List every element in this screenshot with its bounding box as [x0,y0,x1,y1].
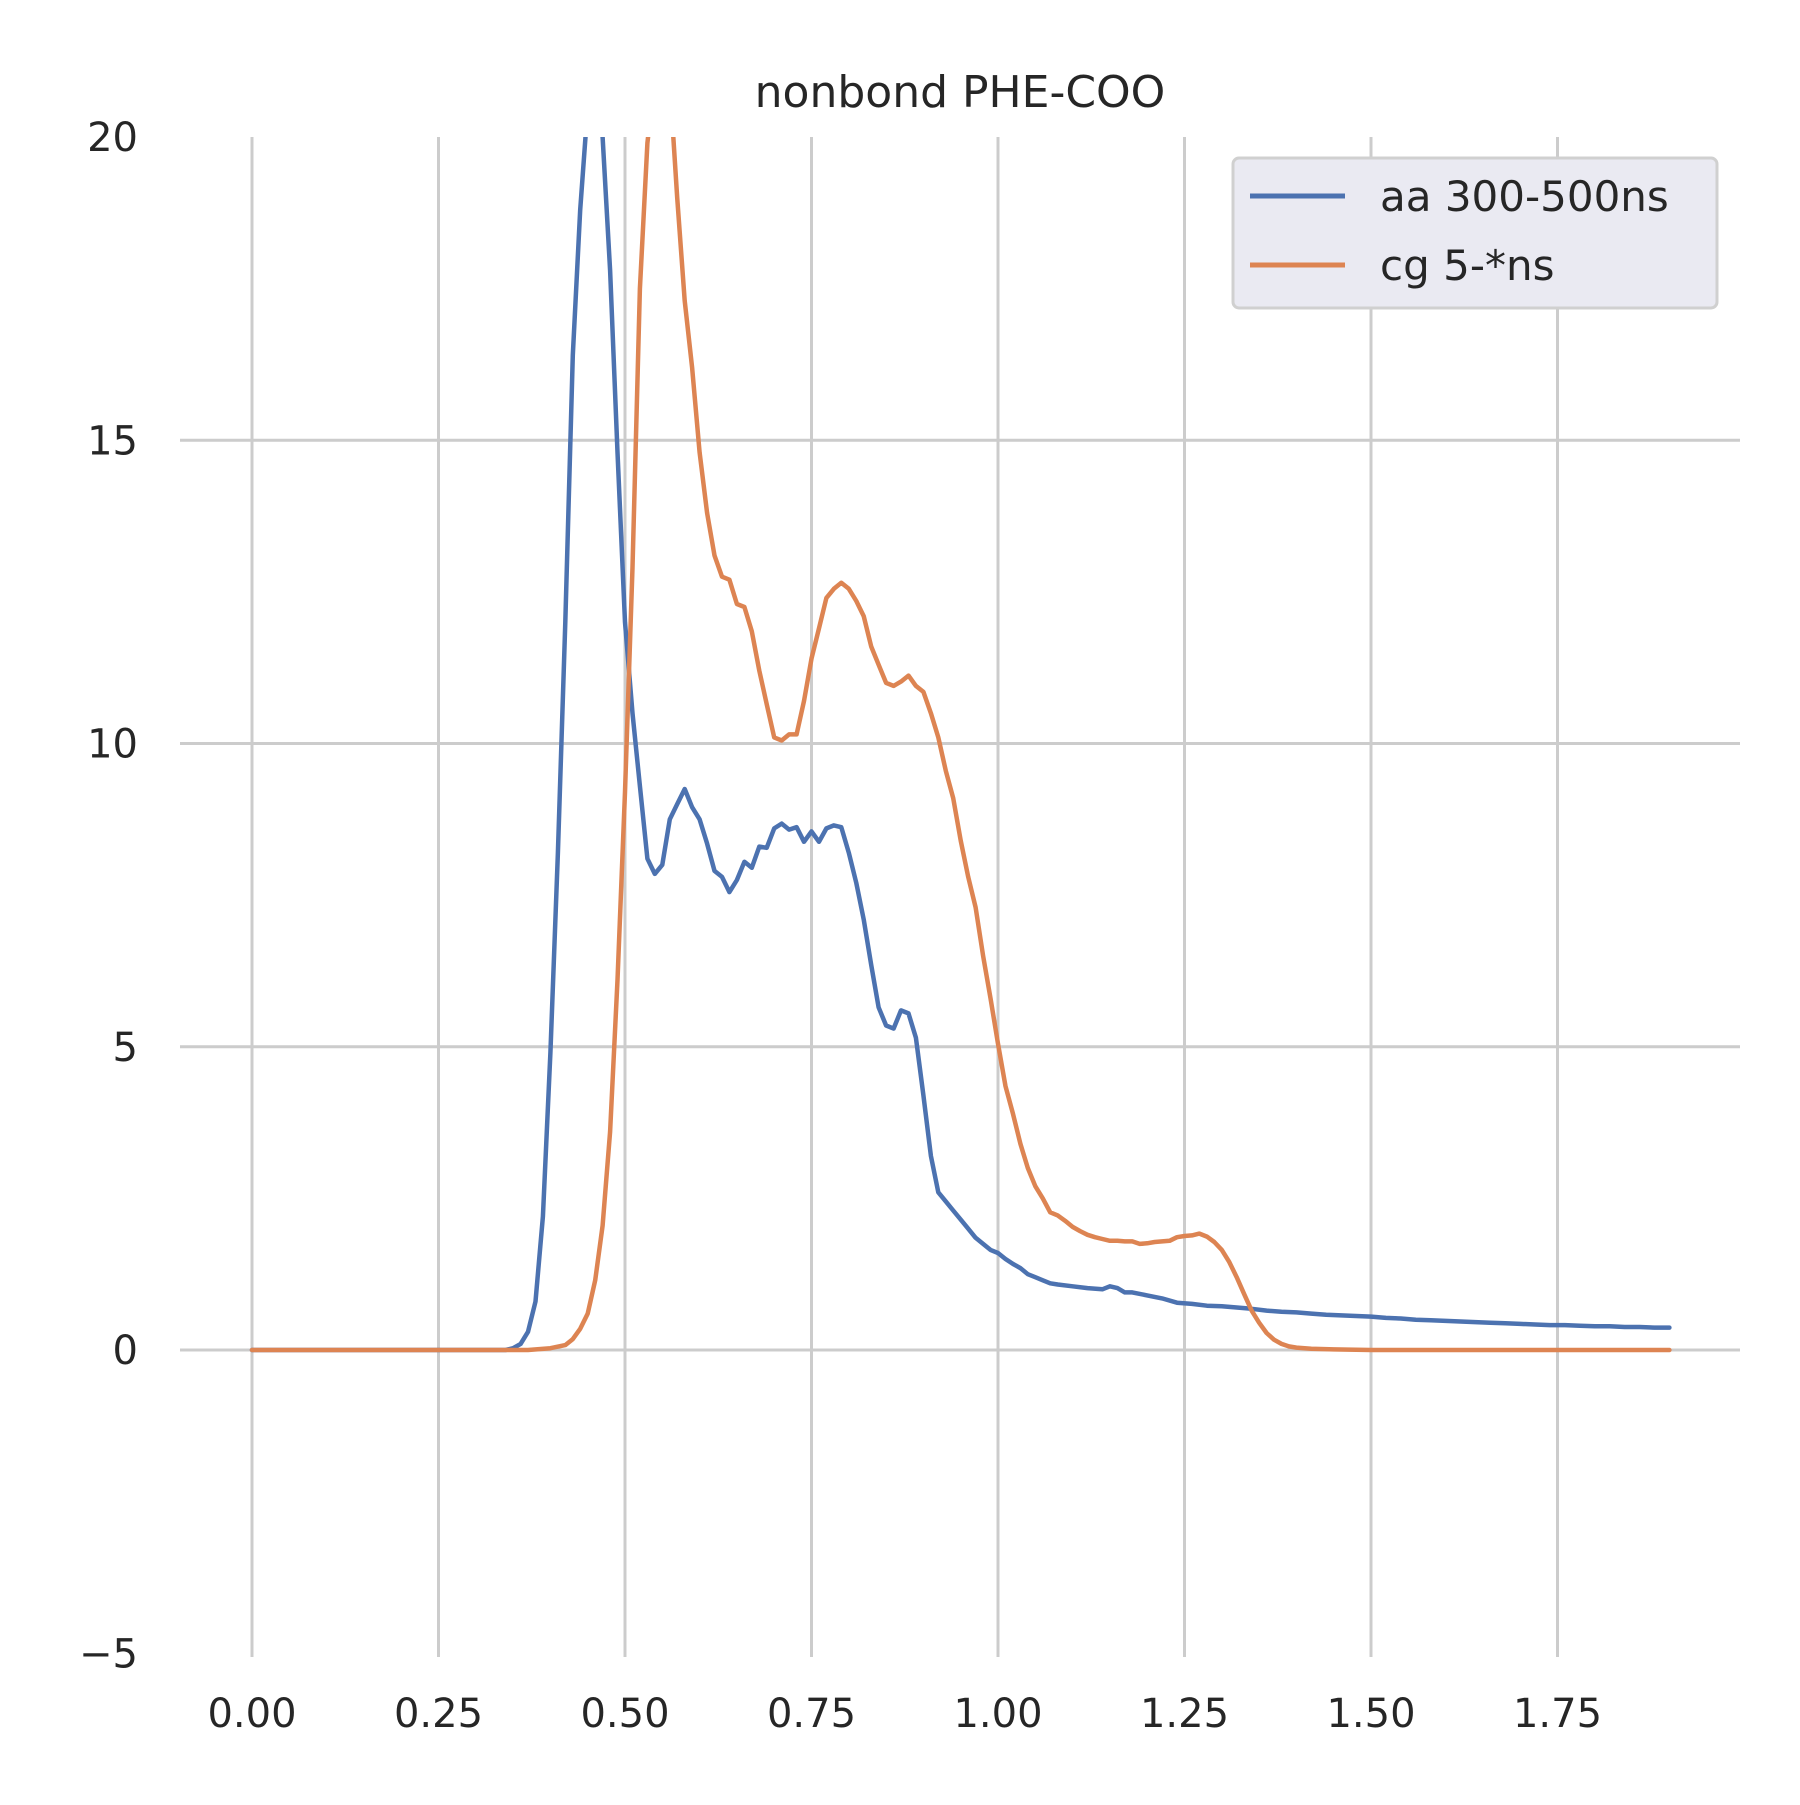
y-tick-label-4: 15 [87,418,138,464]
x-tick-label-7: 1.75 [1513,1691,1602,1737]
y-tick-label-5: 20 [87,115,138,161]
y-tick-label-0: −5 [79,1631,138,1677]
legend-box [1231,156,1719,310]
legend-label-aa: aa 300-500ns [1380,172,1669,221]
x-tick-label-5: 1.25 [1140,1691,1229,1737]
series-line-aa [249,137,1672,1353]
chart-title: nonbond PHE-COO [755,67,1166,118]
x-tick-label-6: 1.50 [1326,1691,1415,1737]
x-tick-label-3: 0.75 [767,1691,856,1737]
y-tick-labels: −5 0 5 10 15 20 [79,115,138,1677]
series-line-cg [249,137,1672,1353]
x-tick-labels: 0.00 0.25 0.50 0.75 1.00 1.25 1.50 1.75 [207,1691,1602,1737]
legend-label-cg: cg 5-*ns [1380,241,1554,290]
x-tick-label-4: 1.00 [953,1691,1042,1737]
legend: aa 300-500ns cg 5-*ns [1231,156,1719,310]
y-tick-label-1: 0 [113,1328,138,1374]
y-grid-lines [180,438,1740,1352]
series-lines [249,137,1672,1353]
x-tick-label-1: 0.25 [394,1691,483,1737]
x-tick-label-2: 0.50 [580,1691,669,1737]
x-tick-label-0: 0.00 [207,1691,296,1737]
y-tick-label-2: 5 [113,1025,138,1071]
y-tick-label-3: 10 [87,722,138,768]
x-grid-lines [250,137,1559,1657]
